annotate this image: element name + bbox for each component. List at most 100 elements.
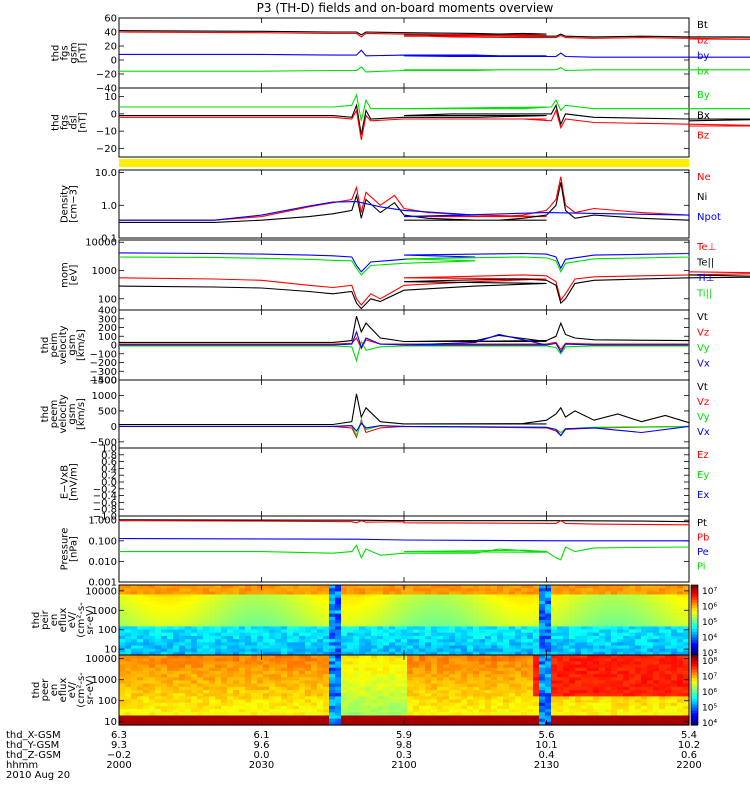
spectrogram-cell bbox=[671, 600, 678, 605]
spectrogram-cell bbox=[467, 667, 474, 672]
spectrogram-cell bbox=[407, 604, 414, 608]
spectrogram-cell bbox=[347, 632, 354, 637]
spectrogram-cell bbox=[437, 607, 444, 612]
legend-entry: Vy bbox=[697, 343, 710, 354]
spectrogram-cell bbox=[659, 690, 666, 694]
spectrogram-cell bbox=[263, 655, 270, 659]
spectrogram-cell bbox=[329, 648, 336, 653]
spectrogram-cell bbox=[323, 655, 330, 659]
spectrogram-cell bbox=[263, 699, 270, 704]
spectrogram-cell bbox=[545, 661, 552, 666]
spectrogram-cell bbox=[635, 690, 642, 694]
spectrogram-cell bbox=[629, 699, 636, 704]
spectrogram-cell bbox=[395, 693, 402, 697]
spectrogram-cell bbox=[527, 629, 534, 634]
spectrogram-cell bbox=[209, 667, 216, 672]
spectrogram-cell bbox=[233, 642, 240, 647]
spectrogram-cell bbox=[335, 674, 342, 678]
spectrogram-cell bbox=[407, 616, 414, 621]
spectrogram-cell bbox=[197, 705, 204, 710]
spectrogram-cell bbox=[419, 632, 426, 637]
spectrogram-cell bbox=[209, 645, 216, 650]
spectrogram-cell bbox=[227, 600, 234, 605]
spectrogram-cell bbox=[119, 648, 126, 653]
spectrogram-cell bbox=[119, 680, 126, 685]
spectrogram-cell bbox=[497, 620, 504, 624]
spectrogram-cell bbox=[317, 648, 324, 653]
spectrogram-cell bbox=[587, 721, 594, 726]
spectrogram-cell bbox=[659, 610, 666, 615]
spectrogram-cell bbox=[293, 610, 300, 615]
spectrogram-cell bbox=[245, 616, 252, 621]
spectrogram-cell bbox=[437, 597, 444, 602]
spectrogram-cell bbox=[599, 655, 606, 659]
spectrogram-cell bbox=[467, 674, 474, 678]
spectrogram-cell bbox=[413, 670, 420, 675]
spectrogram-cell bbox=[617, 686, 624, 691]
spectrogram-cell bbox=[209, 702, 216, 707]
spectrogram-cell bbox=[143, 651, 150, 656]
spectrogram-cell bbox=[143, 664, 150, 669]
y-tick-label: 10.0 bbox=[95, 168, 117, 179]
spectrogram-cell bbox=[167, 709, 174, 713]
spectrogram-cell bbox=[635, 610, 642, 615]
spectrogram-cell bbox=[161, 683, 168, 688]
spectrogram-cell bbox=[299, 607, 306, 612]
y-tick-label: 1000 bbox=[92, 391, 117, 402]
spectrogram-cell bbox=[503, 588, 510, 592]
spectrogram-cell bbox=[329, 645, 336, 650]
spectrogram-cell bbox=[329, 585, 336, 589]
spectrogram-cell bbox=[587, 667, 594, 672]
spectrogram-cell bbox=[527, 712, 534, 717]
spectrogram-cell bbox=[653, 661, 660, 666]
colorbar-segment bbox=[691, 684, 698, 688]
spectrogram-cell bbox=[365, 604, 372, 608]
spectrogram-cell bbox=[137, 670, 144, 675]
spectrogram-cell bbox=[551, 674, 558, 678]
spectrogram-cell bbox=[281, 588, 288, 592]
spectrogram-cell bbox=[575, 651, 582, 656]
spectrogram-cell bbox=[683, 610, 690, 615]
spectrogram-cell bbox=[185, 702, 192, 707]
spectrogram-cell bbox=[185, 664, 192, 669]
spectrogram-cell bbox=[305, 712, 312, 717]
spectrogram-cell bbox=[305, 604, 312, 608]
spectrogram-cell bbox=[461, 642, 468, 647]
spectrogram-cell bbox=[257, 626, 264, 631]
spectrogram-cell bbox=[677, 626, 684, 631]
spectrogram-cell bbox=[227, 686, 234, 691]
spectrogram-cell bbox=[251, 664, 258, 669]
spectrogram-cell bbox=[605, 588, 612, 592]
spectrogram-cell bbox=[479, 683, 486, 688]
spectrogram-cell bbox=[515, 693, 522, 697]
spectrogram-cell bbox=[299, 702, 306, 707]
spectrogram-cell bbox=[407, 635, 414, 640]
spectrogram-cell bbox=[479, 616, 486, 621]
spectrogram-cell bbox=[179, 616, 186, 621]
spectrogram-cell bbox=[683, 651, 690, 656]
spectrogram-cell bbox=[653, 594, 660, 599]
spectrogram-cell bbox=[269, 664, 276, 669]
spectrogram-cell bbox=[479, 597, 486, 602]
spectrogram-cell bbox=[461, 655, 468, 659]
spectrogram-cell bbox=[521, 705, 528, 710]
spectrogram-cell bbox=[521, 696, 528, 701]
spectrogram-cell bbox=[647, 600, 654, 605]
colorbar-segment bbox=[691, 631, 698, 636]
spectrogram-cell bbox=[461, 585, 468, 589]
spectrogram-cell bbox=[443, 585, 450, 589]
spectrogram-cell bbox=[665, 604, 672, 608]
spectrogram-cell bbox=[359, 591, 366, 596]
spectrogram-cell bbox=[605, 705, 612, 710]
spectrogram-cell bbox=[347, 639, 354, 643]
spectrogram-cell bbox=[167, 699, 174, 704]
spectrogram-cell bbox=[227, 607, 234, 612]
spectrogram-cell bbox=[257, 651, 264, 656]
spectrogram-cell bbox=[677, 686, 684, 691]
spectrogram-cell bbox=[383, 591, 390, 596]
spectrogram-cell bbox=[449, 635, 456, 640]
spectrogram-cell bbox=[383, 623, 390, 627]
spectrogram-cell bbox=[491, 677, 498, 682]
spectrogram-cell bbox=[227, 632, 234, 637]
spectrogram-cell bbox=[323, 616, 330, 621]
